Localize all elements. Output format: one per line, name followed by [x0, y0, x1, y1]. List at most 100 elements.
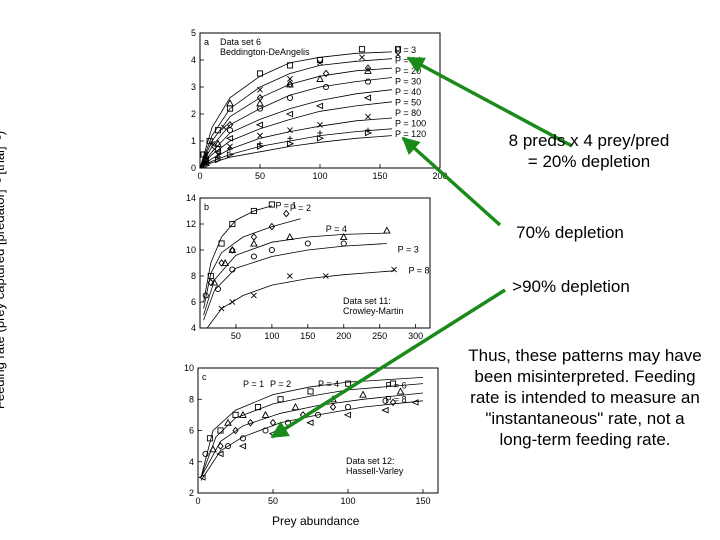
data-point: [316, 135, 325, 142]
data-point: [206, 435, 214, 442]
data-point: [229, 220, 236, 228]
data-point: [226, 99, 234, 107]
data-point: [214, 127, 222, 134]
data-point: [394, 46, 402, 53]
data-point: [206, 137, 213, 145]
data-point: [389, 380, 397, 387]
annotation-arrows: [270, 56, 573, 439]
data-point: [254, 404, 262, 411]
data-point: [256, 99, 264, 107]
x-tick-label: 50: [255, 171, 265, 181]
data-point: [307, 388, 314, 395]
data-point: [261, 410, 270, 418]
chart-panel-a: 0 50 100 150 200 0 1 2 3 4 5a Data set 6Beddington-…: [191, 28, 448, 181]
panel-caption: Data set 6: [220, 37, 261, 47]
y-tick-label: 6: [191, 297, 196, 307]
y-tick-label: 0: [191, 163, 196, 173]
data-point: [364, 64, 372, 72]
series-label: P = 120: [395, 129, 426, 139]
data-point: [316, 56, 324, 64]
data-point: [210, 278, 219, 286]
series-label: P = 8: [386, 394, 407, 404]
y-tick-label: 2: [189, 488, 194, 498]
y-tick-label: 14: [186, 193, 196, 203]
data-point: [202, 450, 209, 457]
x-tick-label: 100: [340, 496, 355, 506]
data-point: [209, 445, 217, 453]
data-point: [322, 273, 329, 279]
data-point: [224, 443, 232, 450]
series-label: P = 30: [395, 77, 421, 87]
y-tick-label: 6: [189, 426, 194, 436]
data-point: [317, 130, 323, 136]
x-tick-label: 200: [432, 171, 447, 181]
series-label: P = 50: [395, 98, 421, 108]
data-point: [286, 80, 294, 89]
series-p-2: [207, 209, 290, 287]
data-point: [286, 80, 294, 88]
data-point: [286, 94, 294, 101]
y-tick-label: 10: [186, 245, 196, 255]
series-label: P = 2: [290, 203, 311, 213]
data-point: [250, 292, 257, 299]
data-point: [285, 232, 294, 241]
panel-letter: c: [202, 372, 207, 382]
series-label: P = 20: [395, 66, 421, 76]
x-tick-label: 300: [408, 331, 423, 341]
data-point: [383, 226, 391, 234]
arrow-to-panel-a-bottom: [401, 136, 502, 227]
data-point: [202, 292, 209, 299]
data-point: [221, 258, 230, 267]
x-tick-label: 150: [300, 331, 315, 341]
fitted-curve: [199, 58, 393, 169]
data-point: [317, 59, 323, 66]
fitted-curve: [200, 392, 424, 478]
data-point: [314, 411, 322, 418]
data-point: [286, 273, 293, 279]
data-point: [364, 129, 373, 137]
data-point: [359, 390, 367, 398]
data-point: [247, 418, 254, 427]
data-point: [229, 299, 236, 305]
series-p-3: [202, 240, 347, 299]
data-point: [382, 397, 389, 404]
data-point: [285, 110, 294, 118]
x-tick-label: 100: [264, 331, 279, 341]
data-point: [256, 143, 265, 150]
data-point: [339, 232, 348, 241]
y-tick-label: 8: [189, 394, 194, 404]
series-label: P = 100: [395, 119, 426, 129]
data-point: [232, 426, 239, 435]
panel-letter: b: [204, 202, 209, 212]
data-point: [411, 399, 419, 406]
arrow-to-panel-a-top: [406, 56, 573, 148]
y-tick-label: 4: [189, 457, 194, 467]
data-point: [268, 222, 276, 231]
x-tick-label: 200: [336, 331, 351, 341]
x-tick-label: 100: [312, 171, 327, 181]
y-axis-label: Feeding rate (prey captured [predator]⁻¹…: [0, 130, 7, 410]
data-point: [229, 246, 236, 254]
data-point: [207, 272, 214, 280]
data-point: [262, 427, 269, 434]
data-point: [207, 278, 214, 287]
series-p-6: [202, 397, 389, 457]
series-label: P = 2: [270, 379, 291, 389]
arrow-to-panel-c: [270, 288, 506, 439]
series-label: P = 4: [318, 379, 339, 389]
data-point: [214, 285, 222, 293]
data-point: [256, 70, 264, 77]
annotation-depletion-70: 70% depletion: [516, 223, 624, 242]
data-point: [358, 46, 366, 53]
data-point: [322, 83, 330, 91]
data-point: [202, 162, 211, 169]
series-p-2: [209, 387, 405, 453]
x-tick-label: 50: [231, 331, 241, 341]
data-point: [213, 148, 222, 156]
data-point: [268, 246, 275, 254]
series-p-4: [210, 226, 391, 286]
series-label: P = 6: [386, 380, 407, 390]
data-point: [250, 207, 257, 215]
data-point: [215, 151, 221, 158]
